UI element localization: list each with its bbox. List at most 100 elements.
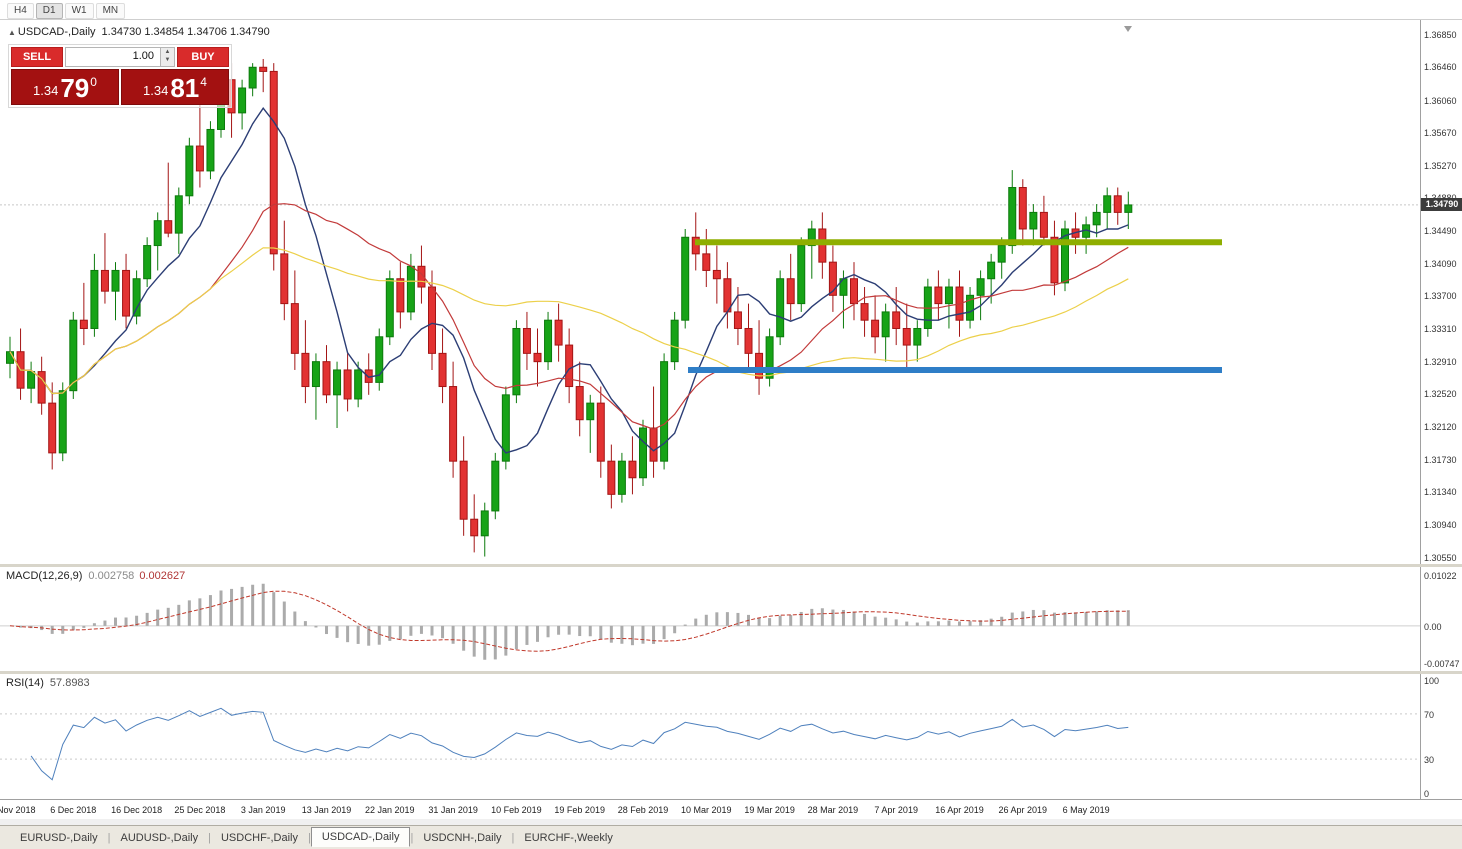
date-axis-label: 25 Dec 2018 <box>174 805 226 815</box>
price-axis-label: 1.36460 <box>1424 62 1457 73</box>
buy-price-prefix: 1.34 <box>143 83 169 98</box>
timeframe-button-d1[interactable]: D1 <box>35 3 63 19</box>
macd-header: MACD(12,26,9) 0.002758 0.002627 <box>6 570 185 582</box>
chart-title: ▲ USDCAD-,Daily 1.34730 1.34854 1.34706 1.… <box>8 26 270 38</box>
chart-tab-eurchf-weekly[interactable]: EURCHF-,Weekly <box>524 831 613 844</box>
sell-button[interactable]: SELL <box>11 47 63 67</box>
sell-price-pips: 79 <box>60 73 90 103</box>
date-axis-label: 16 Dec 2018 <box>111 805 163 815</box>
date-axis-label: 28 Feb 2019 <box>617 805 669 815</box>
price-axis[interactable]: 1.368501.364601.360601.356701.352701.348… <box>1420 20 1462 564</box>
price-axis-label: 1.34090 <box>1424 258 1457 269</box>
date-axis[interactable]: 27 Nov 2018 6 Dec 2018 16 Dec 2018 25 Dec 2… <box>0 799 1462 819</box>
main-chart-panel: ▲ USDCAD-,Daily 1.34730 1.34854 1.34706 1.… <box>0 20 1420 564</box>
macd-axis-label: -0.00747 <box>1424 659 1460 669</box>
macd-label: MACD(12,26,9) <box>6 570 83 582</box>
chart-tab-usdchf-daily[interactable]: USDCHF-,Daily <box>220 831 298 844</box>
tab-separator: | <box>107 831 111 844</box>
macd-axis-label: 0.00 <box>1424 621 1442 632</box>
price-axis-label: 1.33310 <box>1424 323 1457 334</box>
price-axis-label: 1.35670 <box>1424 127 1457 138</box>
timeframe-button-mn[interactable]: MN <box>95 3 126 19</box>
rsi-chart-svg[interactable] <box>0 674 1420 799</box>
sell-price-button[interactable]: 1.34 79 0 <box>11 69 119 105</box>
rsi-axis-label: 0 <box>1424 789 1430 799</box>
price-axis-label: 1.32520 <box>1424 389 1457 400</box>
date-axis-label: 6 May 2019 <box>1062 805 1110 815</box>
macd-panel: MACD(12,26,9) 0.002758 0.002627 <box>0 567 1420 671</box>
macd-axis: 0.01022 0.00 -0.00747 <box>1420 567 1462 671</box>
date-axis-label: 31 Jan 2019 <box>428 805 478 815</box>
buy-price-button[interactable]: 1.34 81 4 <box>121 69 229 105</box>
date-axis-label: 7 Apr 2019 <box>874 805 918 815</box>
macd-axis-label: 0.01022 <box>1424 571 1457 581</box>
tab-separator: | <box>208 831 211 844</box>
trade-row-top: SELL 1.00 ▲ ▼ BUY <box>11 47 229 67</box>
tab-separator: | <box>511 831 515 844</box>
rsi-value: 57.8983 <box>49 677 90 689</box>
rsi-axis: 100 70 30 0 <box>1420 674 1462 799</box>
symbol-marker-icon: ▲ <box>8 28 16 37</box>
price-axis-label: 1.30550 <box>1424 552 1457 563</box>
sell-price-prefix: 1.34 <box>33 83 59 98</box>
chart-tab-bar: EURUSD-,Daily | AUDUSD-,Daily | USDCHF-,Dail… <box>0 825 1462 849</box>
timeframe-button-w1[interactable]: W1 <box>64 3 94 19</box>
buy-button[interactable]: BUY <box>177 47 229 67</box>
price-axis-label: 1.34490 <box>1424 225 1457 236</box>
sell-price-point: 0 <box>90 75 97 89</box>
buy-price-point: 4 <box>200 75 207 89</box>
timeframe-button-h4[interactable]: H4 <box>7 3 34 19</box>
panel-splitter[interactable] <box>0 564 1462 567</box>
tab-separator: | <box>410 831 414 844</box>
price-axis-label: 1.30940 <box>1424 520 1457 531</box>
date-axis-label: 26 Apr 2019 <box>998 805 1048 815</box>
rsi-axis-label: 70 <box>1424 709 1435 720</box>
date-axis-label: 16 Apr 2019 <box>935 805 984 815</box>
date-axis-label: 28 Mar 2019 <box>807 805 859 815</box>
chart-symbol-label: USDCAD-,Daily <box>17 26 96 38</box>
current-price-badge: 1.34790 <box>1421 197 1462 211</box>
timeframe-toolbar: H4 D1 W1 MN <box>0 0 1462 20</box>
price-axis-label: 1.36060 <box>1424 95 1457 106</box>
date-axis-label: 27 Nov 2018 <box>0 805 36 815</box>
date-axis-label: 19 Mar 2019 <box>744 805 795 815</box>
date-axis-label: 6 Dec 2018 <box>50 805 97 815</box>
chart-tab-usdcnh-daily[interactable]: USDCNH-,Daily <box>423 831 502 844</box>
macd-main-value: 0.002758 <box>88 570 135 582</box>
date-axis-label: 13 Jan 2019 <box>301 805 352 815</box>
date-axis-label: 22 Jan 2019 <box>365 805 415 815</box>
buy-price-pips: 81 <box>170 73 200 103</box>
rsi-panel: RSI(14) 57.8983 <box>0 674 1420 799</box>
macd-signal-value: 0.002627 <box>139 570 186 582</box>
date-axis-label: 19 Feb 2019 <box>554 805 605 815</box>
one-click-trading-panel: SELL 1.00 ▲ ▼ BUY 1.34 79 0 1.34 81 4 <box>8 44 232 108</box>
tab-separator: | <box>307 831 311 844</box>
chart-ohlc-values: 1.34730 1.34854 1.34706 1.34790 <box>101 26 270 38</box>
volume-value: 1.00 <box>132 50 154 62</box>
price-axis-label: 1.33700 <box>1424 291 1457 302</box>
price-axis-label: 1.32120 <box>1424 422 1457 433</box>
volume-stepper[interactable]: 1.00 ▲ ▼ <box>65 47 175 67</box>
date-axis-label: 3 Jan 2019 <box>240 805 286 815</box>
rsi-label: RSI(14) <box>6 677 44 689</box>
volume-spinner-arrows[interactable]: ▲ ▼ <box>160 48 174 66</box>
rsi-header: RSI(14) 57.8983 <box>6 677 90 689</box>
price-axis-label: 1.36850 <box>1424 30 1457 41</box>
trade-row-prices: 1.34 79 0 1.34 81 4 <box>11 69 229 105</box>
price-axis-label: 1.32910 <box>1424 356 1457 367</box>
chart-tab-audusd-daily[interactable]: AUDUSD-,Daily <box>120 831 199 844</box>
window-gap <box>0 819 1462 825</box>
chart-tab-eurusd-daily[interactable]: EURUSD-,Daily <box>20 831 98 844</box>
price-axis-label: 1.31730 <box>1424 454 1457 465</box>
rsi-axis-label: 100 <box>1424 676 1440 686</box>
price-axis-label: 1.35270 <box>1424 161 1457 172</box>
date-axis-label: 10 Feb 2019 <box>491 805 542 815</box>
macd-chart-svg[interactable] <box>0 567 1420 671</box>
rsi-axis-label: 30 <box>1424 755 1435 766</box>
panel-splitter[interactable] <box>0 671 1462 674</box>
main-chart-svg[interactable] <box>0 20 1420 564</box>
price-axis-label: 1.31340 <box>1424 487 1457 498</box>
chart-tab-usdcad-daily[interactable]: USDCAD-,Daily <box>310 826 411 847</box>
date-axis-label: 10 Mar 2019 <box>681 805 732 815</box>
